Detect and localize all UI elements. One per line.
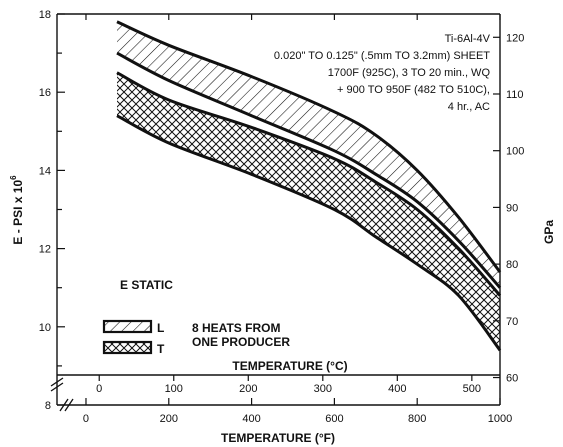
x-axis-title: TEMPERATURE (°F): [221, 431, 335, 445]
legend-swatch-l: [102, 319, 153, 334]
y-axis-title: E - PSI x 106: [9, 175, 25, 245]
y-tick-label: 12: [39, 244, 51, 256]
annotation-block: Ti-6Al-4V 0.020" TO 0.125" (.5mm TO 3.2m…: [274, 33, 491, 113]
y-tick-label: 10: [39, 322, 51, 334]
celsius-tick-label: 200: [239, 383, 257, 395]
band-t-upper-line: [116, 71, 502, 297]
band-l-area: [117, 21, 500, 288]
annotation-line: 1700F (925C), 3 TO 20 min., WQ: [328, 67, 491, 79]
y-tick-label: 18: [39, 9, 51, 21]
y-axis-title-exponent: 6: [9, 175, 18, 180]
right-tick-label: 60: [506, 373, 518, 385]
axis-break-marks: [50, 377, 74, 412]
band-l-upper-line: [116, 20, 502, 273]
right-tick-label: 120: [506, 32, 524, 44]
left-break-mark: [50, 377, 64, 392]
right-axis-title-group: GPa: [542, 220, 556, 244]
right-tick-label: 70: [506, 316, 518, 328]
bands-layer: [116, 20, 502, 352]
ticks-layer: 0 200 400 600 800 100081012141618607080901001…: [39, 9, 525, 425]
y-tick-label: 8: [45, 400, 51, 412]
x-tick-label: 800: [408, 413, 426, 425]
heats-note-line: 8 HEATS FROM: [192, 321, 280, 335]
band-l-lower-line: [116, 51, 502, 289]
condition-label: E STATIC: [120, 278, 173, 292]
y-axis-title-group: E - PSI x 106: [9, 175, 25, 245]
secondary-x-axis-title: TEMPERATURE (°C): [232, 359, 347, 373]
celsius-scale: 0 100 200 300 400 500: [57, 374, 500, 395]
right-tick-label: 100: [506, 146, 524, 158]
celsius-tick-label: 300: [314, 383, 332, 395]
celsius-tick-label: 100: [165, 383, 183, 395]
annotation-line: 4 hr., AC: [448, 101, 490, 113]
y-tick-label: 14: [39, 165, 51, 177]
annotation-line: 0.020" TO 0.125" (.5mm TO 3.2mm) SHEET: [274, 50, 490, 62]
legend: L T 8 HEATS FROM ONE PRODUCER: [102, 319, 290, 356]
band-t-area: [117, 72, 500, 351]
x-tick-label: 1000: [488, 413, 512, 425]
right-axis-title: GPa: [542, 220, 556, 244]
heats-note-line: ONE PRODUCER: [192, 335, 290, 349]
band-t-lower-line: [116, 114, 502, 352]
right-tick-label: 110: [506, 89, 524, 101]
right-tick-label: 90: [506, 202, 518, 214]
x-tick-label: 600: [325, 413, 343, 425]
celsius-tick-label: 0: [96, 383, 102, 395]
x-tick-label: 200: [160, 413, 178, 425]
x-tick-label: 0: [83, 413, 89, 425]
legend-swatch-t: [102, 340, 153, 355]
right-tick-label: 80: [506, 259, 518, 271]
legend-label-l: L: [157, 321, 164, 335]
x-tick-label: 400: [242, 413, 260, 425]
celsius-tick-label: 500: [463, 383, 481, 395]
celsius-tick-label: 400: [388, 383, 406, 395]
legend-label-t: T: [157, 342, 165, 356]
y-tick-label: 16: [39, 87, 51, 99]
annotation-line: + 900 TO 950F (482 TO 510C),: [337, 84, 490, 96]
annotation-line: Ti-6Al-4V: [445, 33, 491, 45]
